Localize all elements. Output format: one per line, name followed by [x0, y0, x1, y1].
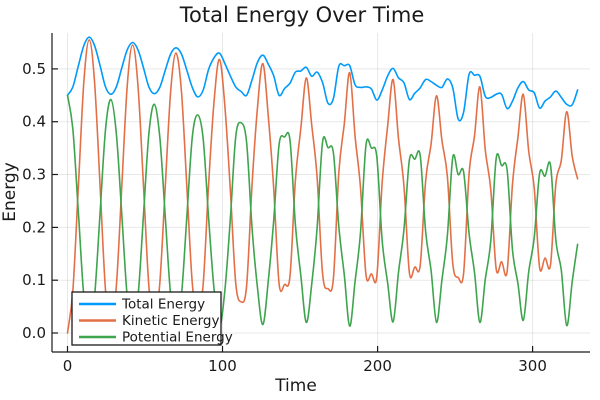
legend-item-total-energy: Total Energy	[79, 297, 205, 313]
legend-label-total-energy: Total Energy	[121, 297, 205, 313]
y-tick-label: 0.4	[22, 113, 46, 131]
x-axis-label: Time	[274, 376, 317, 396]
x-tick-label: 100	[208, 357, 237, 375]
tick-labels: 0 100 200 300 0.0 0.1 0.2 0.3 0.4 0.5	[22, 60, 547, 375]
chart-title: Total Energy Over Time	[179, 3, 425, 27]
legend-item-potential-energy: Potential Energy	[79, 330, 233, 346]
series-line-total-energy	[66, 36, 579, 122]
y-tick-label: 0.3	[22, 166, 46, 184]
series-lines	[66, 36, 579, 334]
legend-label-kinetic-energy: Kinetic Energy	[122, 313, 220, 329]
y-tick-label: 0.0	[22, 324, 46, 342]
y-axis-label: Energy	[0, 162, 20, 222]
x-tick-label: 0	[63, 357, 73, 375]
legend-box	[71, 291, 222, 346]
axes	[51, 33, 590, 353]
x-tick-label: 300	[518, 357, 547, 375]
legend: Total Energy Kinetic Energy Potential En…	[71, 291, 233, 346]
legend-item-kinetic-energy: Kinetic Energy	[79, 313, 220, 329]
tick-marks	[52, 68, 534, 352]
series-line-potential-energy	[66, 94, 579, 332]
series-line-kinetic-energy	[66, 39, 579, 334]
x-tick-label: 200	[363, 357, 392, 375]
legend-label-potential-energy: Potential Energy	[122, 330, 233, 346]
y-tick-label: 0.5	[22, 60, 46, 78]
y-tick-label: 0.1	[22, 271, 46, 289]
y-tick-label: 0.2	[22, 218, 46, 236]
